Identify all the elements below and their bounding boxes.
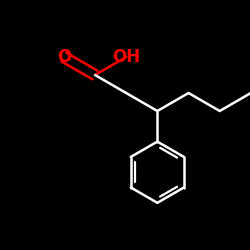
Text: OH: OH [112,48,140,66]
Text: O: O [57,48,71,66]
